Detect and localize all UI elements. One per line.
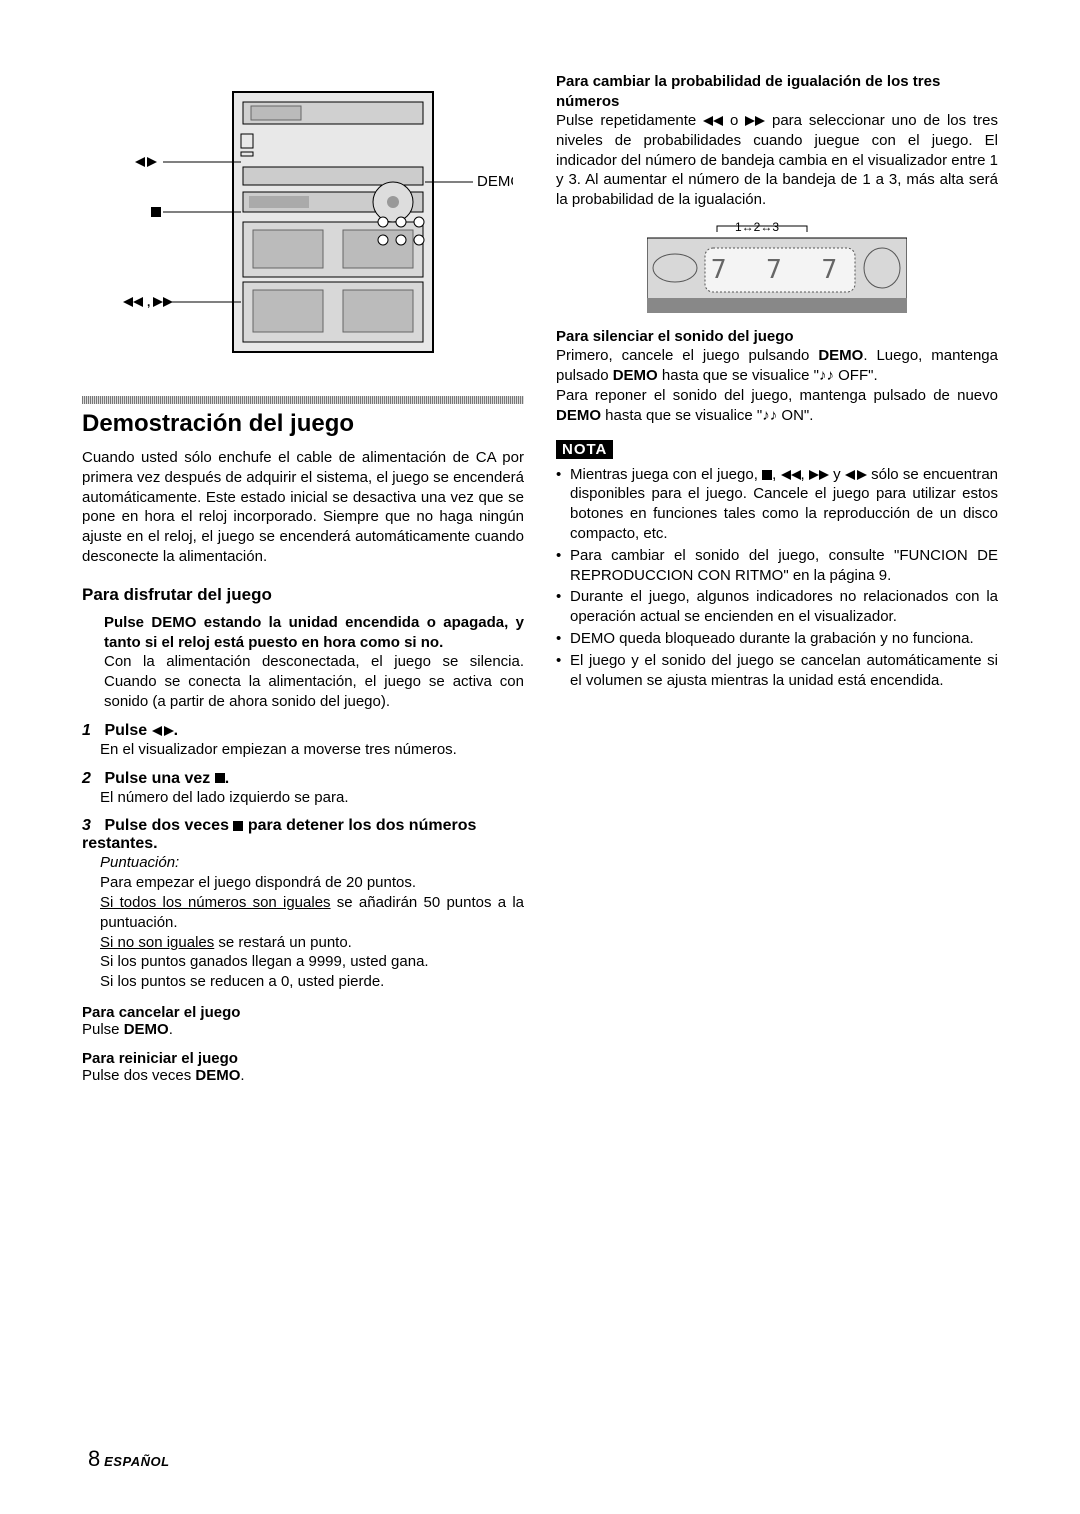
restart-block: Para reiniciar el juego Pulse dos veces … — [82, 1050, 524, 1084]
txt: Pulse dos veces — [82, 1067, 195, 1084]
txt: Pulse repetidamente — [556, 112, 703, 129]
step-head: Pulse una vez . — [104, 770, 229, 787]
mute-body-1: Primero, cancele el juego pulsando DEMO.… — [556, 346, 998, 386]
note-item: Mientras juega con el juego, , , y sólo … — [556, 465, 998, 544]
pre-step-body: Con la alimentación desconectada, el jue… — [104, 652, 524, 711]
display-illustration: 7 7 7 1↔2↔3 — [647, 218, 907, 313]
step-body: Puntuación: Para empezar el juego dispon… — [82, 853, 524, 992]
play-rev-icon — [845, 470, 867, 480]
txt: Para reponer el sonido del juego, manten… — [556, 387, 998, 404]
step-head: Pulse dos veces para detener los dos núm… — [82, 817, 476, 852]
puntuacion-label: Puntuación: — [100, 853, 524, 873]
intro-paragraph: Cuando usted sólo enchufe el cable de al… — [82, 448, 524, 567]
demo-word: DEMO — [613, 367, 658, 384]
stop-icon — [233, 821, 243, 831]
step-body: En el visualizador empiezan a moverse tr… — [82, 740, 524, 760]
play-rev-icon — [152, 726, 174, 736]
txt: hasta que se visualice "♪♪ OFF". — [658, 367, 878, 384]
device-illustration: , DEMO — [82, 72, 524, 372]
txt: Mientras juega con el juego, — [570, 466, 762, 483]
restart-heading: Para reiniciar el juego — [82, 1050, 524, 1067]
score-line: Si todos los números son iguales se añad… — [100, 893, 524, 933]
step-head-text-a: Pulse una vez — [104, 770, 214, 787]
cancel-heading: Para cancelar el juego — [82, 1004, 524, 1021]
display-123-label: 1↔2↔3 — [735, 220, 779, 234]
txt: o — [723, 112, 745, 129]
stop-icon — [215, 773, 225, 783]
page-number: 8 — [88, 1446, 100, 1471]
rewind-icon — [781, 470, 801, 480]
note-item: El juego y el sonido del juego se cancel… — [556, 651, 998, 691]
enjoy-heading: Para disfrutar del juego — [82, 585, 524, 605]
txt: Pulse — [82, 1021, 124, 1038]
step-3: 3 Pulse dos veces para detener los dos n… — [82, 817, 524, 992]
section-divider — [82, 396, 524, 404]
demo-word: DEMO — [556, 407, 601, 424]
txt: y — [829, 466, 845, 483]
demo-callout-label: DEMO — [477, 173, 513, 190]
step-body: El número del lado izquierdo se para. — [82, 788, 524, 808]
display-sevens: 7 7 7 — [711, 255, 849, 285]
step-head-text-b: . — [174, 722, 178, 739]
nota-badge: NOTA — [556, 440, 613, 459]
note-item: Durante el juego, algunos indicadores no… — [556, 587, 998, 627]
step-head-text-b: . — [225, 770, 229, 787]
cancel-block: Para cancelar el juego Pulse DEMO. — [82, 1004, 524, 1038]
page-columns: , DEMO Demostración del juego Cuando ust… — [82, 72, 998, 1084]
section-title: Demostración del juego — [82, 410, 524, 438]
step-head-text-a: Pulse — [104, 722, 151, 739]
score-underline: Si no son iguales — [100, 934, 214, 951]
txt: . — [169, 1021, 173, 1038]
step-number: 1 — [82, 722, 100, 740]
txt: , — [801, 466, 809, 483]
page-footer: 8 ESPAÑOL — [88, 1446, 170, 1472]
notes-list: Mientras juega con el juego, , , y sólo … — [556, 465, 998, 691]
score-line: Para empezar el juego dispondrá de 20 pu… — [100, 873, 524, 893]
score-line: Si no son iguales se restará un punto. — [100, 933, 524, 953]
txt: . — [240, 1067, 244, 1084]
rewind-icon — [703, 116, 723, 126]
txt: hasta que se visualice "♪♪ ON". — [601, 407, 813, 424]
step-1: 1 Pulse . En el visualizador empiezan a … — [82, 722, 524, 760]
pre-step-bold: Pulse DEMO estando la unidad encendida o… — [104, 613, 524, 653]
mute-body-2: Para reponer el sonido del juego, manten… — [556, 386, 998, 426]
note-item: DEMO queda bloqueado durante la grabació… — [556, 629, 998, 649]
prob-heading: Para cambiar la probabilidad de igualaci… — [556, 72, 998, 111]
txt: Primero, cancele el juego pulsando — [556, 347, 818, 364]
prob-body: Pulse repetidamente o para seleccionar u… — [556, 111, 998, 210]
demo-word: DEMO — [818, 347, 863, 364]
score-rest: se restará un punto. — [214, 934, 352, 951]
right-column: Para cambiar la probabilidad de igualaci… — [556, 72, 998, 1084]
restart-body: Pulse dos veces DEMO. — [82, 1067, 524, 1084]
svg-text:,: , — [147, 295, 150, 309]
step-number: 3 — [82, 817, 100, 835]
stop-icon — [762, 470, 772, 480]
txt: , — [772, 466, 780, 483]
left-column: , DEMO Demostración del juego Cuando ust… — [82, 72, 524, 1084]
demo-word: DEMO — [195, 1067, 240, 1084]
fast-forward-icon — [809, 470, 829, 480]
note-item: Para cambiar el sonido del juego, consul… — [556, 546, 998, 586]
step-head-text-a: Pulse dos veces — [104, 817, 233, 834]
score-line: Si los puntos se reducen a 0, usted pier… — [100, 972, 524, 992]
step-head: Pulse . — [104, 722, 178, 739]
mute-heading: Para silenciar el sonido del juego — [556, 327, 998, 347]
step-number: 2 — [82, 770, 100, 788]
fast-forward-icon — [745, 116, 765, 126]
step-2: 2 Pulse una vez . El número del lado izq… — [82, 770, 524, 808]
demo-word: DEMO — [124, 1021, 169, 1038]
score-line: Si los puntos ganados llegan a 9999, ust… — [100, 952, 524, 972]
cancel-body: Pulse DEMO. — [82, 1021, 524, 1038]
score-underline: Si todos los números son iguales — [100, 894, 331, 911]
language-label: ESPAÑOL — [104, 1454, 169, 1469]
